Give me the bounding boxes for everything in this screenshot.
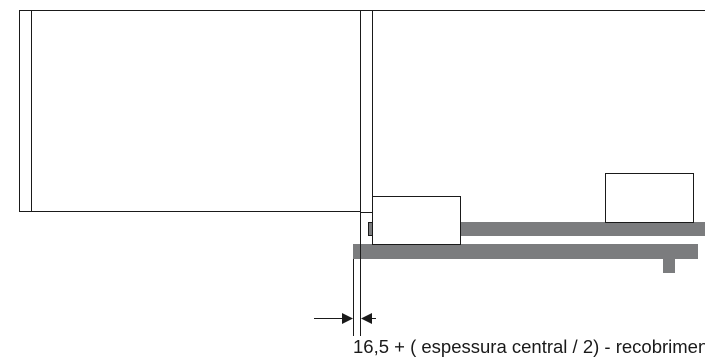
left-panel xyxy=(19,10,361,212)
lower-plate-bar xyxy=(353,244,698,259)
left-panel-outline xyxy=(19,10,361,212)
dimension-arrowhead-right xyxy=(361,313,372,324)
lower-plate xyxy=(353,244,698,273)
upper-rail-end-cap xyxy=(368,222,373,236)
dimension-arrowhead-left xyxy=(342,313,353,324)
lower-plate-tab xyxy=(663,259,675,273)
right-panel xyxy=(360,10,705,215)
dimension-arrows xyxy=(314,313,376,324)
dimension-label: 16,5 + ( espessura central / 2) - recobr… xyxy=(353,336,705,357)
hinge-block-right xyxy=(605,173,694,223)
hinge-block-left xyxy=(372,196,461,245)
